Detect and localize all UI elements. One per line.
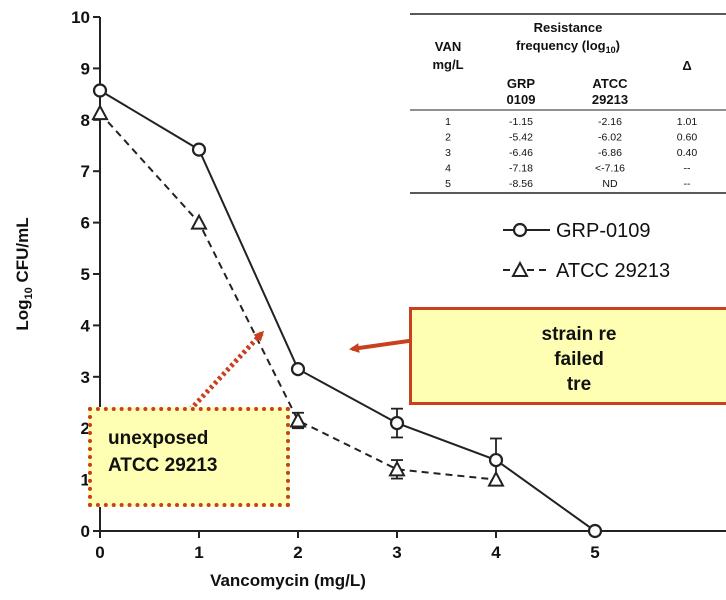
table-cell: -6.02 — [598, 132, 622, 144]
table-head-atcc-2: 29213 — [592, 92, 628, 107]
data-point-atcc-29213 — [487, 470, 505, 487]
x-tick-label: 2 — [293, 543, 302, 562]
resistance-table: VAN mg/L Resistance frequency (log10) GR… — [410, 13, 726, 194]
legend-triangle-marker — [511, 260, 529, 277]
annotation-strain-line1: strain re — [541, 324, 617, 345]
legend-label-grp: GRP-0109 — [556, 220, 651, 242]
annotation-strain-line3: tre — [566, 374, 592, 395]
legend-item-atcc: ATCC 29213 — [503, 260, 670, 282]
x-tick-label: 3 — [392, 543, 401, 562]
data-point-grp-0109 — [389, 415, 405, 431]
table-cell: ND — [602, 178, 618, 190]
data-point-atcc-29213 — [388, 460, 406, 477]
table-cell: 0.60 — [677, 132, 698, 144]
table-head-van-2: mg/L — [432, 57, 463, 72]
data-point-grp-0109 — [290, 361, 306, 377]
y-tick-label: 6 — [81, 214, 90, 233]
table-cell: 2 — [445, 132, 451, 144]
series-layer — [91, 83, 603, 539]
y-axis-title: Log10 CFU/mL — [13, 217, 35, 330]
table-cell: -1.15 — [509, 116, 533, 128]
table-cell: 5 — [445, 178, 451, 190]
table-head-delta: Δ — [682, 58, 691, 73]
y-tick-label: 7 — [81, 162, 90, 181]
legend-circle-marker — [512, 222, 528, 238]
x-tick-label: 5 — [590, 543, 599, 562]
table-cell: -6.86 — [598, 147, 622, 159]
table-head-grp-1: GRP — [507, 76, 536, 91]
y-tick-label: 4 — [81, 316, 91, 335]
annotation-unexposed-line1: unexposed — [108, 428, 209, 449]
y-tick-label: 2 — [81, 419, 90, 438]
series-line-atcc-29213 — [99, 112, 497, 481]
data-point-atcc-29213 — [289, 411, 307, 428]
table-cell: 1 — [445, 116, 451, 128]
table-head-grp-2: 0109 — [507, 92, 536, 107]
y-tick-label: 5 — [81, 265, 90, 284]
x-tick-label: 1 — [194, 543, 203, 562]
data-point-grp-0109 — [587, 523, 603, 539]
table-head-atcc-1: ATCC — [592, 76, 628, 91]
unexposed-arrow — [188, 330, 265, 412]
table-cell: 1.01 — [677, 116, 698, 128]
legend: GRP-0109 ATCC 29213 — [503, 220, 670, 282]
table-cell: -7.18 — [509, 163, 533, 175]
y-tick-label: 10 — [71, 8, 90, 27]
table-cell: 0.40 — [677, 147, 698, 159]
annotation-unexposed: unexposed ATCC 29213 — [88, 407, 290, 507]
y-tick-label: 8 — [81, 111, 90, 130]
table-head-freq-1: Resistance — [534, 20, 603, 35]
table-cell: 4 — [445, 163, 451, 175]
legend-label-atcc: ATCC 29213 — [556, 260, 670, 282]
annotation-strain: strain re failed tre — [409, 307, 726, 405]
table-cell: -8.56 — [509, 178, 533, 190]
data-point-atcc-29213 — [91, 104, 109, 121]
axis-ticks: 0 1 2 3 4 5 6 7 8 9 10 0 1 2 3 4 5 — [71, 8, 600, 562]
legend-item-grp: GRP-0109 — [503, 220, 651, 242]
y-tick-label: 3 — [81, 368, 90, 387]
table-rows: 1 -1.15 -2.16 1.01 2 -5.42 -6.02 0.60 3 -6.46 -6.8… — [445, 116, 697, 190]
table-cell: <-7.16 — [595, 163, 625, 175]
table-cell: -- — [684, 178, 691, 190]
table-cell: -6.46 — [509, 147, 533, 159]
data-point-atcc-29213 — [190, 213, 208, 230]
data-point-grp-0109 — [92, 83, 108, 98]
x-axis-title: Vancomycin (mg/L) — [210, 571, 366, 590]
table-cell: 3 — [445, 147, 451, 159]
table-cell: -5.42 — [509, 132, 533, 144]
y-tick-label: 1 — [81, 471, 90, 490]
table-cell: -- — [684, 163, 691, 175]
data-point-grp-0109 — [191, 142, 207, 157]
y-tick-label: 9 — [81, 59, 90, 78]
x-tick-label: 0 — [95, 543, 104, 562]
table-head-van-1: VAN — [435, 39, 461, 54]
y-tick-label: 0 — [81, 522, 90, 541]
table-head-freq-2: frequency (log10) — [516, 38, 620, 55]
annotation-unexposed-line2: ATCC 29213 — [108, 455, 218, 476]
x-tick-label: 4 — [491, 543, 501, 562]
data-point-grp-0109 — [488, 452, 504, 468]
series-line-grp-0109 — [99, 89, 596, 532]
table-cell: -2.16 — [598, 116, 622, 128]
annotation-strain-line2: failed — [554, 349, 604, 370]
